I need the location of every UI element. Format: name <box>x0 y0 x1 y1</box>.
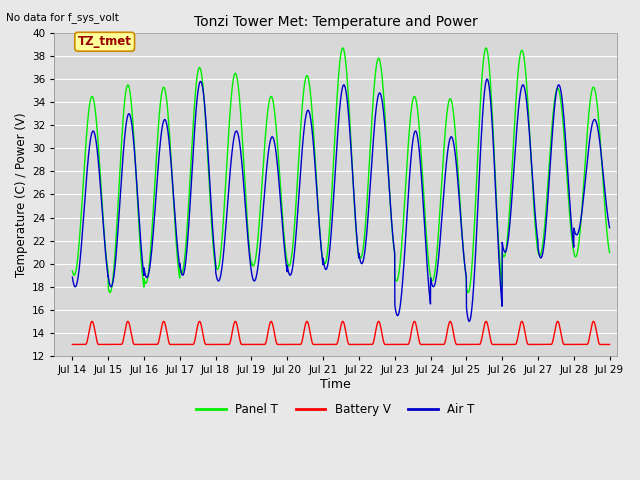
Text: No data for f_sys_volt: No data for f_sys_volt <box>6 12 119 23</box>
Battery V <box>271 333 278 338</box>
Air T <box>193 96 201 102</box>
Panel T <box>199 82 207 87</box>
Battery V <box>199 330 207 336</box>
Air T <box>465 319 473 324</box>
Air T <box>271 142 278 147</box>
Air T <box>68 274 76 280</box>
Legend: Panel T, Battery V, Air T: Panel T, Battery V, Air T <box>191 399 479 421</box>
Panel T <box>106 289 114 295</box>
Line: Air T: Air T <box>72 79 609 322</box>
Y-axis label: Temperature (C) / Power (V): Temperature (C) / Power (V) <box>15 112 28 277</box>
Battery V <box>605 342 613 348</box>
Air T <box>199 85 207 91</box>
Battery V <box>589 319 597 324</box>
Battery V <box>68 342 76 348</box>
Panel T <box>193 73 201 79</box>
Line: Panel T: Panel T <box>72 48 609 292</box>
X-axis label: Time: Time <box>320 378 351 391</box>
Text: TZ_tmet: TZ_tmet <box>77 35 132 48</box>
Battery V <box>196 319 204 324</box>
Battery V <box>602 342 609 348</box>
Panel T <box>271 112 279 118</box>
Line: Battery V: Battery V <box>72 322 609 345</box>
Title: Tonzi Tower Met: Temperature and Power: Tonzi Tower Met: Temperature and Power <box>194 15 477 29</box>
Panel T <box>482 45 490 51</box>
Battery V <box>193 325 201 331</box>
Battery V <box>309 341 317 347</box>
Panel T <box>68 268 76 274</box>
Air T <box>196 79 204 85</box>
Air T <box>602 194 609 200</box>
Panel T <box>605 250 613 255</box>
Air T <box>605 225 613 230</box>
Air T <box>309 138 317 144</box>
Air T <box>483 76 491 82</box>
Panel T <box>602 212 609 218</box>
Panel T <box>196 65 204 71</box>
Panel T <box>309 124 317 130</box>
